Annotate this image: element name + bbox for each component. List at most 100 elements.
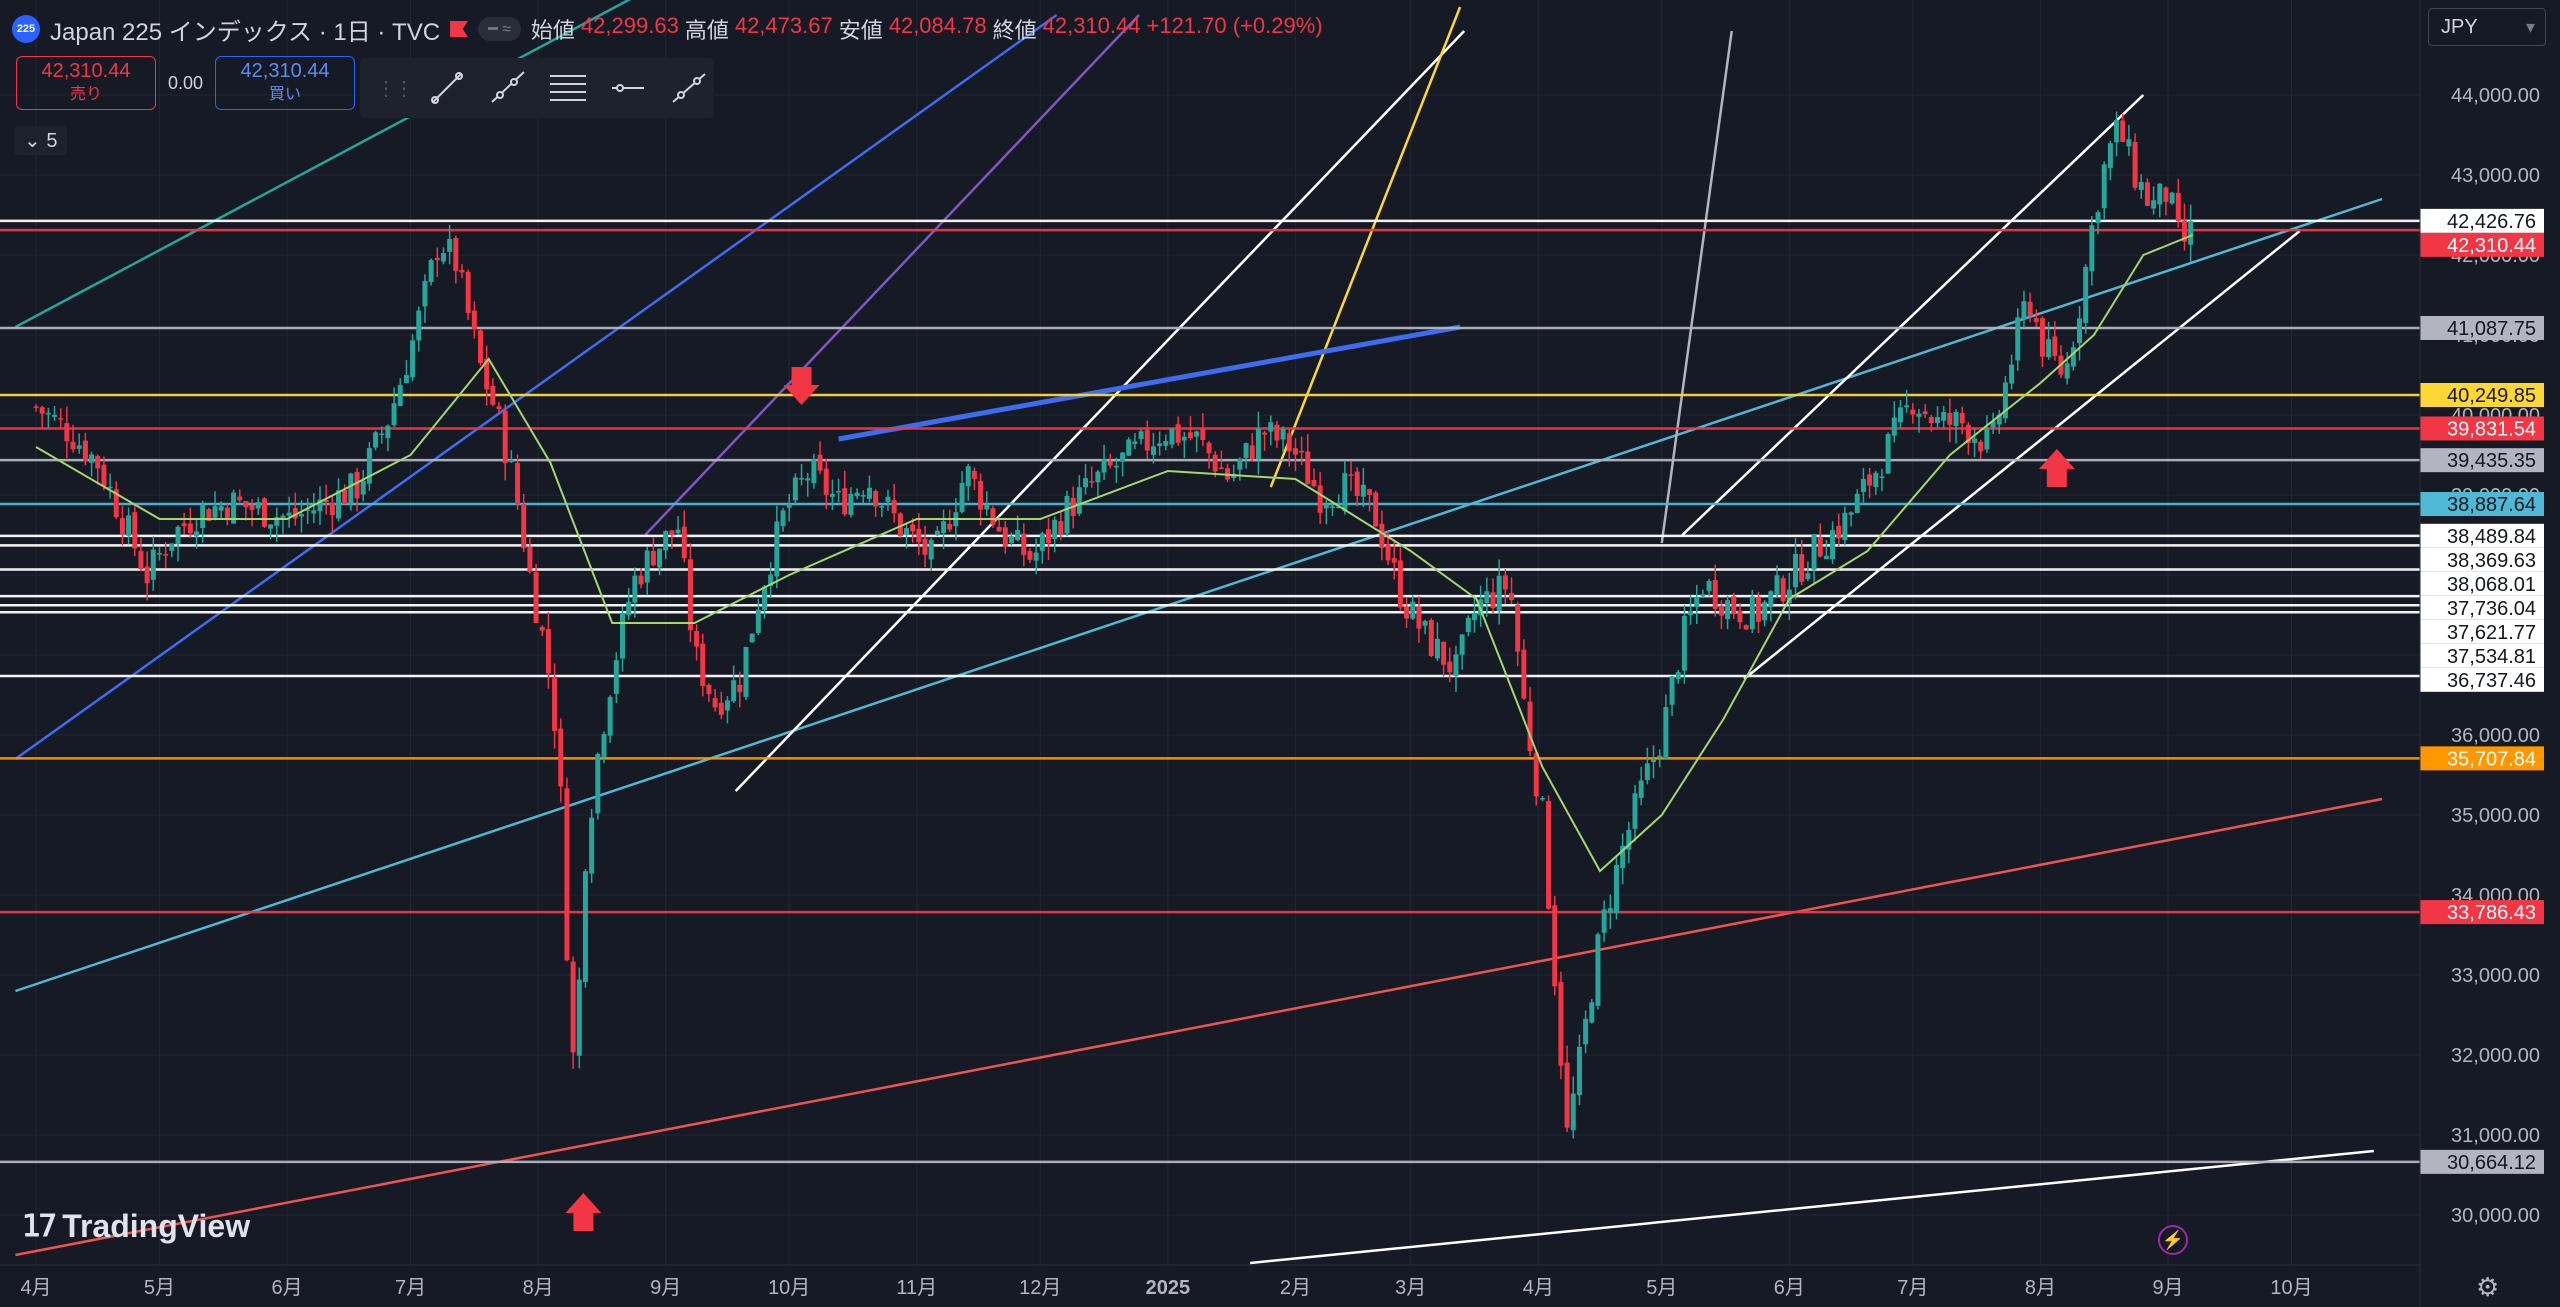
candle-body (842, 488, 848, 515)
candle-body (2120, 120, 2126, 142)
candle-body (1101, 459, 1107, 473)
candle-body (959, 483, 965, 512)
price-level-label: 38,489.84 (2447, 526, 2536, 548)
candle-body (126, 515, 132, 536)
candle-body (1916, 413, 1922, 417)
candle-body (1651, 758, 1657, 763)
candle-body (1990, 420, 1996, 428)
candle-body (681, 526, 687, 559)
candle-body (873, 491, 879, 507)
candle-body (471, 310, 477, 330)
candle-body (1200, 429, 1206, 441)
indicators-toggle[interactable]: ⌄ 5 (14, 126, 68, 155)
candle-body (1194, 431, 1200, 437)
candle-body (2095, 212, 2101, 224)
price-level-label: 30,664.12 (2447, 1152, 2536, 1174)
trend-line-tool-icon[interactable] (422, 66, 472, 110)
candle-body (1583, 1018, 1589, 1045)
symbol-logo-icon[interactable]: 225 (12, 15, 40, 43)
candle-body (1089, 481, 1095, 483)
candle-body (354, 471, 360, 499)
candle-body (1712, 579, 1718, 609)
candle-body (348, 473, 354, 504)
candle-body (1428, 620, 1434, 656)
candle-body (1533, 752, 1539, 797)
price-tick-label: 36,000.00 (2451, 725, 2540, 747)
time-tick-label: 10月 (768, 1277, 810, 1299)
ray-tool-icon[interactable] (482, 66, 532, 110)
horizontal-ray-tool-icon[interactable] (603, 66, 653, 110)
candle-body (687, 559, 693, 631)
arrow-up-marker (2038, 449, 2075, 487)
lightning-icon[interactable]: ⚡ (2158, 1225, 2188, 1255)
candle-body (52, 414, 58, 417)
time-tick-label: 4月 (1523, 1277, 1554, 1299)
candle-body (1755, 597, 1761, 622)
candle-body (311, 510, 317, 514)
candle-body (1613, 865, 1619, 914)
buy-button[interactable]: 42,310.44 買い (215, 56, 356, 110)
candle-body (391, 403, 397, 426)
price-level-label: 33,786.43 (2447, 902, 2536, 924)
fib-tool-icon[interactable] (543, 66, 593, 110)
time-tick-label: 5月 (1646, 1277, 1677, 1299)
price-level-badge (2420, 383, 2544, 408)
candle-body (58, 418, 64, 420)
symbol-title[interactable]: Japan 225 インデックス · 1日 · TVC (50, 18, 441, 46)
candle-body (879, 506, 885, 508)
chevron-down-icon: ⌄ (24, 130, 41, 152)
extended-line-tool-icon[interactable] (664, 66, 714, 110)
brand-name: TradingView (62, 1208, 251, 1244)
candle-body (1021, 533, 1027, 556)
candle-body (558, 728, 564, 787)
candle-body (1688, 611, 1694, 616)
candle-body (1249, 445, 1255, 460)
candle-body (1539, 797, 1545, 800)
drag-handle[interactable]: ⋮⋮ (376, 77, 414, 100)
sell-button[interactable]: 42,310.44 売り (16, 56, 156, 110)
candle-body (1768, 591, 1774, 607)
candle-body (2077, 318, 2083, 344)
candle-body (1453, 654, 1459, 677)
visibility-toggle[interactable]: ━ ≈ (478, 17, 521, 41)
candle-body (410, 340, 416, 378)
currency-select[interactable]: JPY (2428, 8, 2546, 46)
candle-body (539, 626, 545, 631)
candle-body (1002, 527, 1008, 547)
candle-body (903, 528, 909, 535)
sell-price: 42,310.44 (41, 60, 131, 82)
candle-body (138, 550, 144, 570)
candle-body (1286, 433, 1292, 452)
candle-body (607, 696, 613, 736)
tradingview-logo[interactable]: 𝟣𝟩 TradingView (22, 1208, 250, 1245)
candle-body (601, 734, 607, 758)
chart-grid (0, 0, 2420, 1265)
tv-logo-icon: 𝟣𝟩 (22, 1210, 57, 1243)
candle-body (743, 647, 749, 697)
candle-body (502, 410, 508, 464)
candle-body (2138, 182, 2144, 190)
candle-body (1268, 422, 1274, 432)
indicators-count: 5 (46, 130, 58, 152)
candle-body (755, 609, 761, 633)
price-level-badge (2420, 416, 2544, 441)
candle-body (823, 468, 829, 495)
signal-markers (565, 367, 2075, 1231)
candle-body (731, 680, 737, 702)
candle-body (286, 512, 292, 516)
candle-body (1317, 485, 1323, 513)
candle-body (737, 684, 743, 693)
candle-body (644, 550, 650, 583)
candle-body (484, 358, 490, 390)
candle-body (379, 433, 385, 436)
candle-body (1132, 441, 1138, 444)
flag-icon[interactable] (450, 21, 469, 37)
candle-body (1632, 793, 1638, 829)
gear-icon[interactable]: ⚙ (2476, 1272, 2500, 1302)
candle-body (403, 375, 409, 383)
candle-body (169, 543, 175, 551)
candle-body (1008, 536, 1014, 543)
horizontal-levels (0, 219, 2420, 1164)
candle-body (521, 504, 527, 549)
